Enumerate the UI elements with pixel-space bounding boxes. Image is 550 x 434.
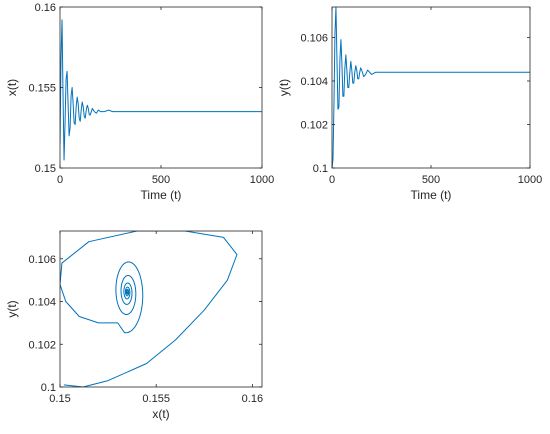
y-tick-label: 0.1	[41, 382, 56, 394]
x-axis-label: Time (t)	[411, 188, 452, 202]
y-tick-label: 0.102	[300, 119, 328, 131]
series-line	[60, 19, 262, 161]
x-tick-label: 500	[422, 174, 440, 186]
y-axis-label: y(t)	[277, 79, 291, 96]
y-tick-label: 0.106	[28, 254, 56, 266]
x-tick-label: 0	[57, 174, 63, 186]
y-tick-label: 0.16	[35, 2, 56, 14]
y-tick-label: 0.104	[300, 76, 328, 88]
y-tick-label: 0.104	[28, 297, 56, 309]
axes-box	[59, 230, 263, 388]
x-tick-label: 1000	[518, 174, 542, 186]
plot-area	[60, 231, 262, 387]
y-tick-label: 0.155	[28, 83, 56, 95]
x-tick-label: 0.15	[49, 393, 70, 405]
y-tick-label: 0.106	[300, 32, 328, 44]
x-tick-label: 1000	[250, 174, 274, 186]
y-tick-label: 0.1	[313, 163, 328, 175]
y-tick-label: 0.15	[35, 163, 56, 175]
x-tick-label: 0.16	[242, 393, 263, 405]
y-axis-label: x(t)	[5, 79, 19, 96]
x-tick-label: 0	[329, 174, 335, 186]
x-axis-label: Time (t)	[141, 188, 182, 202]
x-tick-label: 500	[152, 174, 170, 186]
x-tick-label: 0.155	[142, 393, 170, 405]
time-series-y-plot: 0 500 1000 0.1 0.102 0.104 0.106 Time (t) y(t)	[277, 6, 542, 202]
series-line	[332, 7, 530, 168]
plot-area	[332, 7, 530, 168]
y-axis-label: y(t)	[5, 300, 19, 317]
plot-area	[60, 7, 262, 168]
x-axis-label: x(t)	[152, 407, 169, 421]
phase-trajectory-line	[60, 231, 238, 387]
time-series-x-plot: 0 500 1000 0.15 0.155 0.16 Time (t) x(t)	[5, 2, 274, 202]
phase-portrait-plot: 0.15 0.155 0.16 0.1 0.102 0.104 0.106 x(t) y(t)	[5, 230, 263, 421]
y-tick-label: 0.102	[28, 339, 56, 351]
